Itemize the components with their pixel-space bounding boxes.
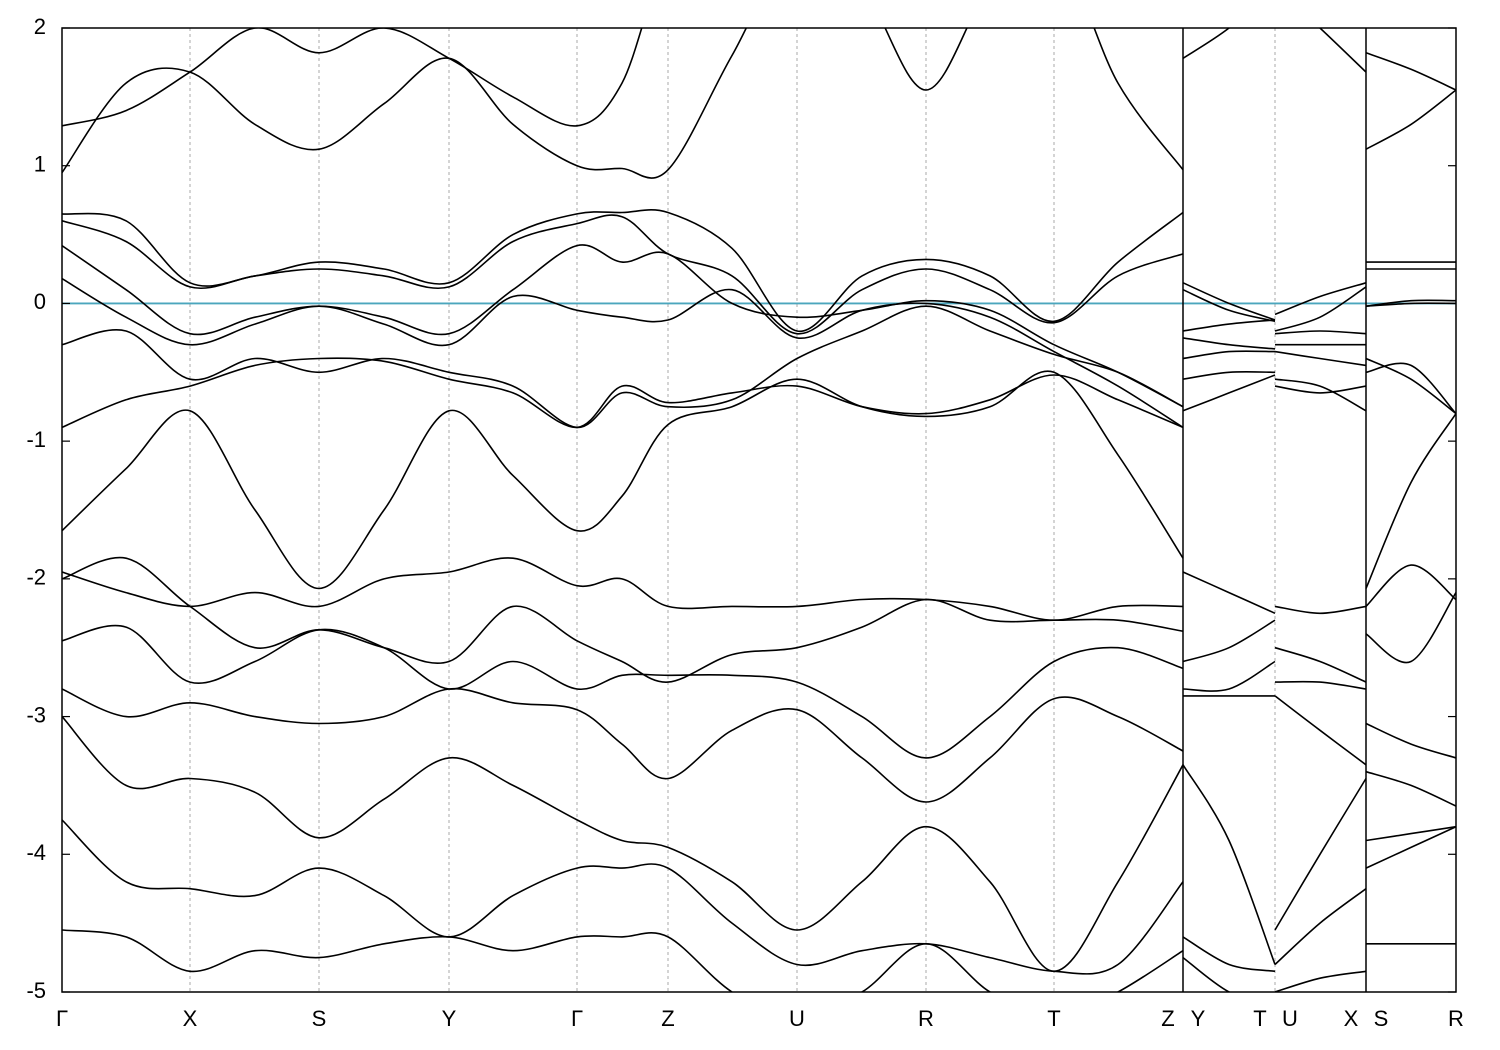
band-line — [1274, 888, 1367, 966]
y-tick-label: -2 — [26, 565, 46, 590]
band-line — [62, 557, 1184, 622]
band-line — [1365, 564, 1456, 607]
band-line — [1274, 680, 1367, 690]
y-tick-label: 1 — [34, 152, 46, 177]
x-tick-label: Y — [442, 1006, 457, 1031]
band-line — [1274, 646, 1367, 683]
band-line — [1365, 89, 1456, 150]
band-line — [1274, 378, 1367, 412]
band-line — [62, 214, 1184, 335]
x-tick-label: Z — [1161, 1006, 1174, 1031]
y-tick-label: -4 — [26, 840, 46, 865]
bands — [62, 0, 1456, 992]
band-line — [1182, 337, 1276, 350]
band-line — [62, 716, 1184, 973]
x-tick-label: R — [918, 1006, 934, 1031]
band-line — [1274, 330, 1367, 335]
x-tick-label: U — [789, 1006, 805, 1031]
x-tick-label: X — [1344, 1006, 1359, 1031]
band-line — [62, 28, 1184, 179]
y-tick-label: -5 — [26, 978, 46, 1003]
band-line — [62, 929, 1184, 992]
band-line — [1182, 374, 1276, 412]
band-line — [1365, 413, 1456, 589]
band-line — [62, 277, 1184, 429]
band-line — [1274, 970, 1367, 992]
y-tick-label: 2 — [34, 14, 46, 39]
band-line — [1364, 28, 1366, 29]
band-line — [62, 209, 1184, 332]
x-tick-label: Y — [1191, 1006, 1206, 1031]
y-tick-label: -3 — [26, 702, 46, 727]
band-line — [1182, 571, 1276, 615]
band-line — [62, 357, 1184, 429]
band-line — [1182, 660, 1276, 692]
band-line — [1183, 0, 1275, 14]
band-line — [1182, 288, 1276, 323]
band-line — [1182, 282, 1276, 321]
band-line — [62, 28, 643, 127]
plot-frame — [61, 27, 1457, 993]
band-line — [62, 687, 1184, 803]
x-tick-label: S — [1374, 1006, 1389, 1031]
band-line — [1182, 319, 1276, 332]
x-tick-label: X — [183, 1006, 198, 1031]
band-line — [1365, 722, 1456, 759]
band-line — [1365, 357, 1456, 415]
band-line — [1182, 936, 1276, 973]
band-line — [62, 244, 1184, 408]
x-tick-label: Z — [661, 1006, 674, 1031]
band-line — [1365, 770, 1456, 807]
band-line — [1365, 52, 1456, 91]
band-line — [62, 819, 1184, 975]
band-line — [1365, 299, 1456, 307]
band-line — [1182, 956, 1231, 992]
band-line — [1274, 605, 1367, 615]
grid — [61, 28, 1457, 992]
band-line — [1274, 350, 1367, 367]
y-tick-label: -1 — [26, 427, 46, 452]
band-line — [62, 305, 1184, 429]
x-tick-label: T — [1253, 1006, 1266, 1031]
y-tick-label: 0 — [34, 289, 46, 314]
band-line — [1318, 28, 1367, 73]
band-line — [1274, 385, 1367, 394]
band-line — [1274, 286, 1367, 332]
x-tick-label: U — [1282, 1006, 1298, 1031]
band-line — [1182, 28, 1231, 59]
x-tick-label: S — [312, 1006, 327, 1031]
x-tick-label: R — [1448, 1006, 1464, 1031]
band-line — [62, 556, 1184, 683]
band-line — [1274, 695, 1367, 766]
band-line — [62, 624, 1184, 759]
band-line — [1182, 370, 1276, 380]
x-tick-label: Γ — [571, 1006, 583, 1031]
band-line — [1274, 778, 1367, 931]
band-line — [1182, 764, 1276, 965]
band-line — [1365, 362, 1456, 415]
band-line — [1365, 592, 1456, 664]
band-line — [1182, 350, 1276, 360]
band-line — [1182, 619, 1276, 663]
x-tick-label: T — [1047, 1006, 1060, 1031]
band-line — [1365, 825, 1456, 869]
band-line — [1274, 282, 1367, 316]
band-line — [62, 370, 1184, 590]
x-tick-label: Γ — [56, 1006, 68, 1031]
band-line — [1365, 825, 1456, 842]
